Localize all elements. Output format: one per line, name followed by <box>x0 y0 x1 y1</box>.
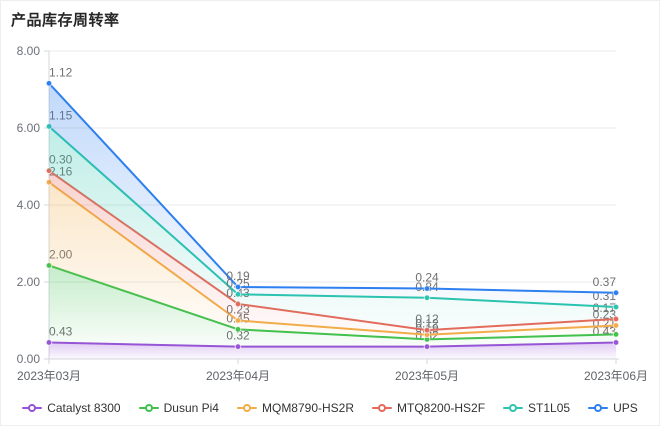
legend-line-marker-icon <box>588 404 609 412</box>
y-axis-label: 0.00 <box>17 352 41 366</box>
series-area-mtq8200-hs2f <box>49 170 616 335</box>
legend-item-mqm8790-hs2r[interactable]: MQM8790-HS2R <box>236 401 355 415</box>
x-axis-label: 2023年05月 <box>395 369 459 383</box>
legend-label: ST1L05 <box>528 401 571 415</box>
x-axis-label: 2023年03月 <box>17 369 81 383</box>
data-label: 0.19 <box>226 269 250 283</box>
y-axis-label: 8.00 <box>17 44 41 58</box>
legend-line-marker-icon <box>22 404 43 412</box>
data-label: 0.37 <box>593 275 617 289</box>
data-point[interactable] <box>234 283 242 291</box>
series-area-ups <box>49 83 616 308</box>
data-point[interactable] <box>612 289 620 297</box>
series-area-dusun-pi4 <box>49 265 616 347</box>
series-area-mqm8790-hs2r <box>49 182 616 340</box>
legend-label: Catalyst 8300 <box>47 401 121 415</box>
data-label: 0.24 <box>415 271 439 285</box>
data-point[interactable] <box>423 285 431 292</box>
data-point[interactable] <box>45 80 53 87</box>
chart-title: 产品库存周转率 <box>11 12 120 29</box>
legend-label: Dusun Pi4 <box>163 401 219 415</box>
y-axis-label: 4.00 <box>17 198 41 212</box>
legend-item-catalyst-8300[interactable]: Catalyst 8300 <box>22 401 121 415</box>
legend-line-marker-icon <box>236 404 257 412</box>
chart-legend: Catalyst 8300 Dusun Pi4 MQM8790-HS2R MTQ820… <box>1 396 659 420</box>
legend-item-st1l05[interactable]: ST1L05 <box>503 401 570 415</box>
legend-label: MTQ8200-HS2F <box>397 401 486 415</box>
y-axis-label: 6.00 <box>17 121 41 135</box>
legend-line-marker-icon <box>372 404 393 412</box>
legend-line-marker-icon <box>503 404 524 412</box>
legend-item-mtq8200-hs2f[interactable]: MTQ8200-HS2F <box>372 401 485 415</box>
x-axis-label: 2023年04月 <box>206 369 270 383</box>
series-line-ups <box>48 82 617 294</box>
data-label: 1.12 <box>49 65 73 79</box>
legend-label: MQM8790-HS2R <box>261 401 355 415</box>
y-axis-label: 2.00 <box>17 275 41 289</box>
legend-label: UPS <box>613 401 638 415</box>
legend-item-ups[interactable]: UPS <box>588 401 638 415</box>
legend-item-dusun-pi4[interactable]: Dusun Pi4 <box>138 401 219 415</box>
x-axis-label: 2023年06月 <box>584 369 648 383</box>
legend-line-marker-icon <box>138 404 159 412</box>
